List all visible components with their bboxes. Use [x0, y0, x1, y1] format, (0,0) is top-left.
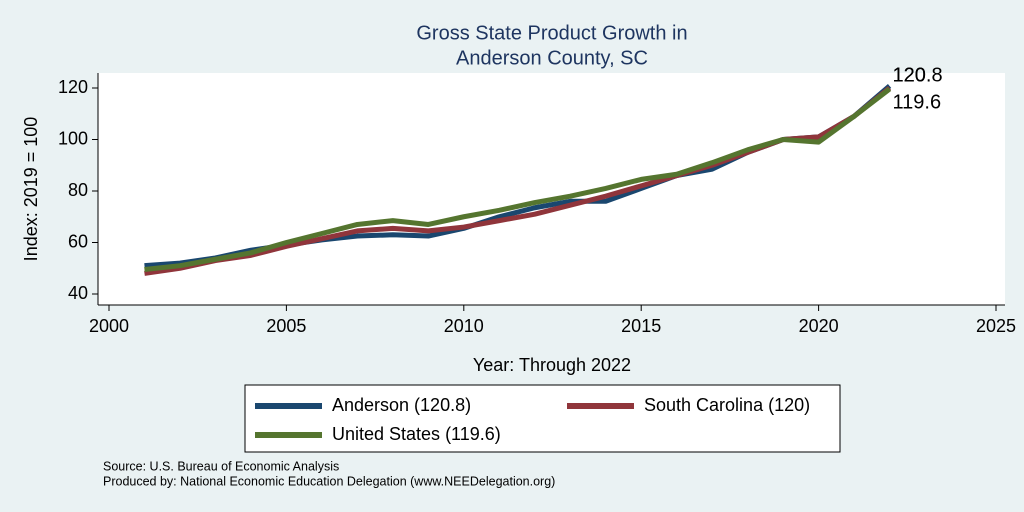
x-tick-label: 2000 — [89, 316, 129, 336]
y-tick-label: 100 — [58, 128, 88, 148]
legend-label: Anderson (120.8) — [332, 395, 471, 415]
end-label: 120 — [893, 64, 926, 86]
y-axis-label: Index: 2019 = 100 — [21, 117, 41, 262]
x-axis-label: Year: Through 2022 — [473, 355, 631, 375]
chart-title: Gross State Product Growth in — [416, 22, 687, 44]
end-label: 119.6 — [893, 91, 942, 113]
chart-title: Anderson County, SC — [456, 47, 648, 69]
x-tick-label: 2005 — [266, 316, 306, 336]
y-tick-label: 60 — [68, 231, 88, 251]
y-tick-label: 80 — [68, 180, 88, 200]
x-tick-label: 2015 — [621, 316, 661, 336]
legend-label: United States (119.6) — [332, 424, 501, 444]
end-label: 120.8 — [893, 64, 943, 86]
legend-label: South Carolina (120) — [644, 395, 810, 415]
y-tick-label: 120 — [58, 77, 88, 97]
source-note: Source: U.S. Bureau of Economic Analysis — [103, 459, 339, 473]
x-tick-label: 2010 — [444, 316, 484, 336]
x-tick-label: 2020 — [799, 316, 839, 336]
series-line — [144, 87, 892, 273]
legend — [244, 384, 841, 453]
plot-area — [98, 73, 1005, 305]
x-tick-label: 2025 — [976, 316, 1016, 336]
source-note: Produced by: National Economic Education… — [103, 474, 555, 488]
y-tick-label: 40 — [68, 283, 88, 303]
